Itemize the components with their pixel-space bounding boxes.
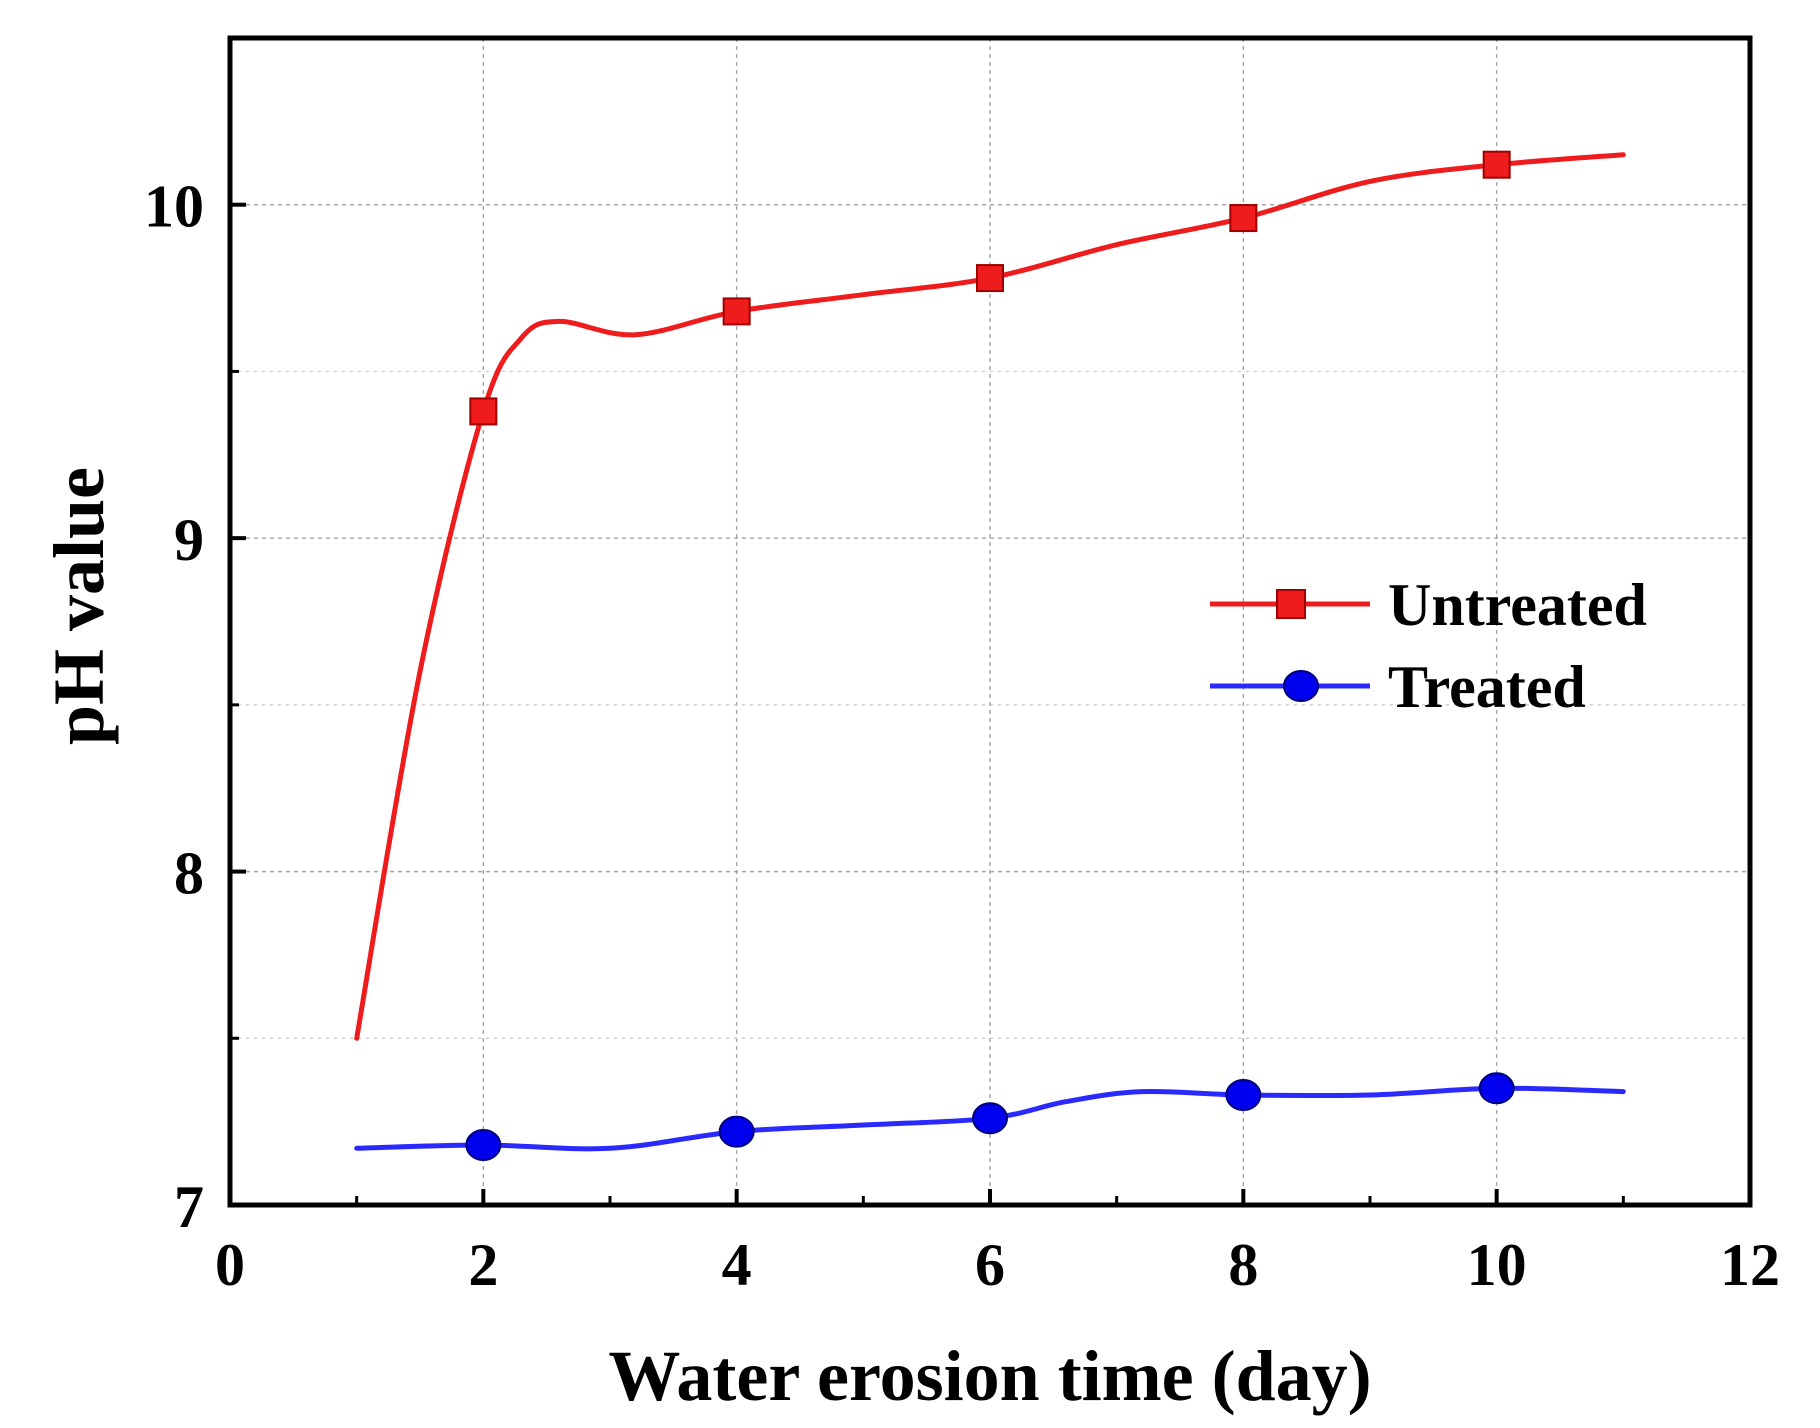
data-point-treated [465,1128,502,1161]
legend-label-untreated: Untreated [1388,572,1647,638]
data-point-untreated [976,264,1004,293]
legend-label-treated: Treated [1388,654,1586,720]
grid-layer [230,38,1750,1205]
y-tick-label: 10 [144,174,204,240]
data-point-untreated [1229,204,1258,233]
data-point-treated [1478,1072,1515,1105]
x-tick-label: 2 [468,1232,498,1298]
y-tick-label: 8 [174,841,204,907]
series-line-treated [354,1085,1626,1152]
legend-marker-treated [1283,670,1319,702]
series-layer [354,150,1626,1161]
y-tick-label: 7 [174,1174,204,1240]
data-point-untreated [469,397,498,426]
x-tick-label: 12 [1720,1232,1780,1298]
data-point-treated [972,1102,1008,1135]
data-point-treated [1225,1078,1262,1111]
x-tick-label: 4 [722,1232,752,1298]
y-axis-title: pH value [39,467,119,745]
legend-layer: Untreated Treated [1210,572,1647,720]
ticks-layer: 0 2 4 6 8 10 12 7 8 9 10 [144,174,1780,1298]
x-axis-title: Water erosion time (day) [608,1336,1371,1416]
data-point-untreated [722,297,751,326]
y-tick-label: 9 [174,507,204,573]
legend-marker-untreated [1276,589,1306,619]
x-tick-label: 0 [215,1232,245,1298]
data-point-treated [718,1115,755,1148]
x-tick-label: 8 [1228,1232,1258,1298]
x-tick-label: 6 [975,1232,1005,1298]
series-line-untreated [354,152,1626,1041]
data-point-untreated [1482,150,1511,179]
x-tick-label: 10 [1467,1232,1527,1298]
